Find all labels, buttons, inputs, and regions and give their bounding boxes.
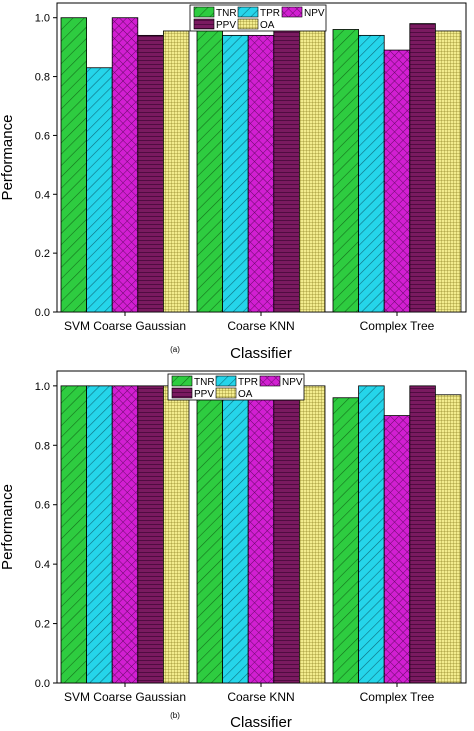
legend-label-npv: NPV — [304, 8, 325, 19]
bar-oa-2 — [434, 30, 462, 313]
x-axis-title: Classifier — [230, 714, 292, 731]
y-tick-label: 0.2 — [35, 248, 50, 260]
panel-label: (b) — [170, 711, 180, 720]
bar-tnr-2 — [332, 397, 360, 684]
y-tick-label: 0.8 — [35, 72, 50, 84]
bar-npv-2 — [383, 49, 411, 313]
bar-npv-1 — [247, 385, 275, 684]
bar-tnr-2 — [332, 29, 360, 313]
chart-panel-a: 0.0 0.2 0.4 0.6 0.8 1.0 SVM Coarse Gaussian Coa… — [0, 2, 467, 362]
legend-swatch-tnr — [193, 6, 215, 18]
bar-ppv-1 — [273, 23, 300, 313]
bar-ppv-2 — [409, 385, 436, 684]
bar-tpr-2 — [358, 385, 385, 684]
legend-swatch-tpr — [215, 375, 237, 387]
legend-label-ppv: PPV — [216, 20, 236, 31]
x-tick-label: Complex Tree — [360, 319, 435, 333]
y-axis-title: Performance — [0, 484, 16, 570]
bar-tpr-1 — [222, 385, 249, 684]
y-tick-label: 0.0 — [35, 678, 50, 690]
y-tick-label: 0.8 — [35, 440, 50, 452]
bar-tnr-1 — [196, 17, 224, 313]
y-tick-label: 0.6 — [35, 130, 50, 142]
bar-npv-0 — [111, 385, 139, 684]
bar-npv-0 — [111, 17, 139, 313]
bar-npv-2 — [383, 415, 411, 684]
legend-label-oa: OA — [260, 20, 275, 31]
bar-tnr-1 — [196, 385, 224, 684]
legend: TNR TPR NPV PPV OA — [167, 373, 305, 401]
bar-oa-1 — [298, 385, 326, 684]
y-tick-label: 0.0 — [35, 307, 50, 319]
bar-tpr-1 — [222, 34, 249, 313]
legend: TNR TPR NPV PPV OA — [189, 4, 327, 32]
legend-swatch-ppv — [193, 18, 215, 30]
y-tick-label: 0.6 — [35, 500, 50, 512]
bar-ppv-0 — [137, 385, 164, 684]
y-tick-label: 0.4 — [35, 559, 50, 571]
chart-panel-b: 0.0 0.2 0.4 0.6 0.8 1.0 SVM Coarse Gaussian Coa… — [0, 370, 467, 731]
bar-npv-1 — [247, 34, 275, 313]
legend-label-ppv: PPV — [194, 389, 214, 400]
legend-swatch-npv — [259, 375, 281, 387]
bar-tnr-0 — [60, 17, 88, 313]
legend-swatch-npv — [281, 6, 303, 18]
legend-label-tnr: TNR — [194, 377, 215, 388]
panel-label: (a) — [170, 345, 180, 354]
bar-oa-2 — [434, 394, 462, 684]
bar-oa-0 — [162, 30, 190, 313]
bar-oa-0 — [162, 385, 190, 684]
y-axis-title: Performance — [0, 115, 16, 201]
bar-oa-1 — [298, 26, 326, 313]
legend-label-tpr: TPR — [238, 377, 258, 388]
x-axis-title: Classifier — [230, 345, 292, 362]
legend-swatch-oa — [215, 387, 237, 399]
bar-tpr-0 — [86, 67, 113, 313]
legend-label-tnr: TNR — [216, 8, 237, 19]
x-tick-label: Coarse KNN — [227, 690, 294, 704]
y-tick-label: 1.0 — [35, 381, 50, 393]
y-tick-label: 1.0 — [35, 13, 50, 25]
legend-swatch-tpr — [237, 6, 259, 18]
bar-tpr-0 — [86, 385, 113, 684]
legend-label-oa: OA — [238, 389, 253, 400]
y-tick-label: 0.2 — [35, 619, 50, 631]
bar-ppv-1 — [273, 385, 300, 684]
x-tick-label: SVM Coarse Gaussian — [64, 319, 186, 333]
x-tick-label: Coarse KNN — [227, 319, 294, 333]
legend-swatch-oa — [237, 18, 259, 30]
bar-tnr-0 — [60, 385, 88, 684]
bar-ppv-0 — [137, 34, 164, 313]
y-tick-label: 0.4 — [35, 189, 50, 201]
legend-swatch-ppv — [171, 387, 193, 399]
x-tick-label: Complex Tree — [360, 690, 435, 704]
legend-label-tpr: TPR — [260, 8, 280, 19]
legend-label-npv: NPV — [282, 377, 303, 388]
x-tick-label: SVM Coarse Gaussian — [64, 690, 186, 704]
legend-swatch-tnr — [171, 375, 193, 387]
bar-ppv-2 — [409, 23, 436, 313]
bar-tpr-2 — [358, 34, 385, 313]
